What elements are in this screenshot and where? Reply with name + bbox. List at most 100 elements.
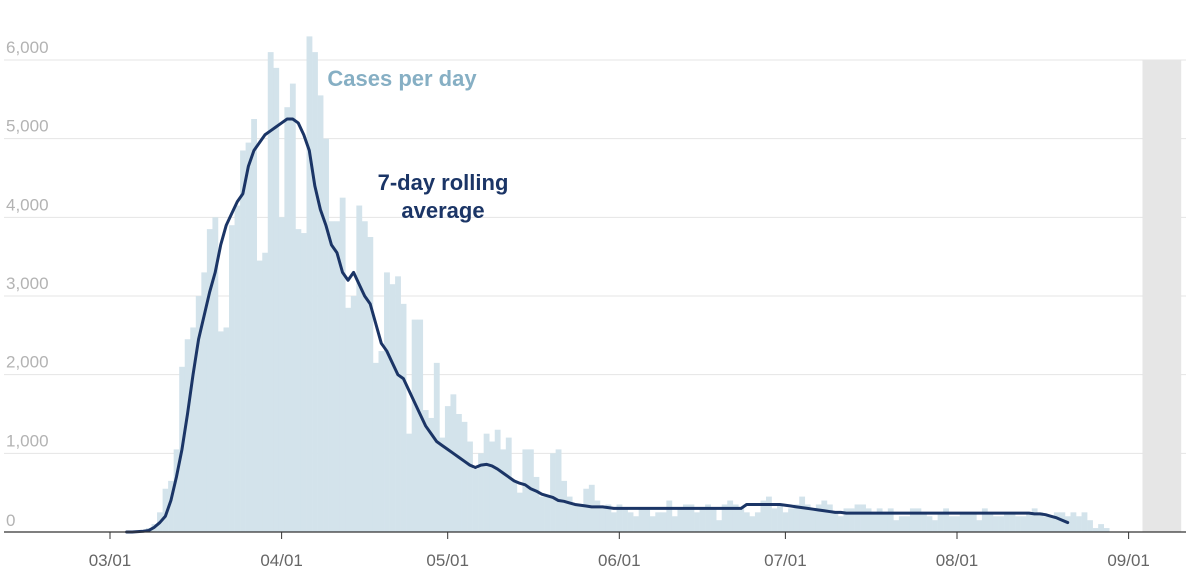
incomplete-data-shading: [1142, 60, 1182, 532]
bar: [511, 480, 518, 532]
bar: [278, 217, 285, 533]
bars-series-label: Cases per day: [327, 66, 477, 91]
bar: [323, 138, 329, 532]
y-tick-label: 5,000: [6, 117, 49, 136]
bar: [201, 272, 208, 532]
bar: [262, 252, 269, 532]
bar: [478, 453, 484, 532]
bar: [677, 508, 684, 532]
bar: [627, 512, 634, 532]
bar: [682, 504, 689, 532]
bar: [926, 516, 933, 532]
bar: [162, 488, 169, 532]
bar: [450, 394, 457, 532]
bar: [1042, 516, 1049, 532]
bar: [777, 504, 783, 532]
bar: [461, 421, 468, 532]
bar: [688, 504, 695, 532]
bar: [743, 512, 750, 532]
bar: [516, 492, 523, 532]
bar: [433, 362, 440, 532]
bar: [633, 516, 639, 532]
bar: [284, 107, 291, 532]
bar: [300, 233, 307, 533]
bar: [251, 119, 258, 532]
bar: [976, 520, 983, 532]
bar: [483, 433, 490, 532]
bar: [223, 327, 230, 532]
bar: [821, 500, 828, 532]
bar: [860, 504, 866, 532]
bar: [644, 508, 651, 532]
bar: [500, 449, 507, 532]
x-tick-labels: 03/01 04/01 05/01 06/01 07/01 08/01 09/01: [89, 551, 1150, 570]
bar: [289, 83, 296, 532]
bar: [638, 508, 645, 532]
bar: [455, 414, 462, 532]
bar: [749, 516, 756, 532]
bar: [1037, 512, 1044, 532]
bar: [1059, 512, 1066, 532]
bar: [395, 276, 401, 532]
bar: [998, 516, 1005, 532]
bar: [422, 410, 429, 532]
bar: [1092, 528, 1099, 532]
bar: [705, 504, 711, 532]
bar: [727, 500, 734, 532]
bar: [245, 142, 252, 532]
bar: [240, 150, 246, 532]
bar: [505, 437, 512, 532]
bar: [1103, 528, 1110, 532]
bar: [970, 512, 977, 532]
bar: [871, 512, 878, 532]
bar: [1070, 512, 1077, 532]
bar: [893, 520, 900, 532]
bar: [882, 512, 889, 532]
bar: [915, 508, 922, 532]
bar: [732, 504, 739, 532]
bar: [981, 508, 988, 532]
rolling-average-line: [125, 117, 1070, 534]
y-tick-label: 4,000: [6, 195, 49, 214]
bar: [273, 67, 280, 532]
bar: [489, 441, 496, 532]
bar: [599, 508, 606, 532]
bar: [716, 520, 723, 532]
bar: [837, 516, 844, 532]
bar: [339, 197, 346, 532]
bar: [788, 508, 794, 532]
bar: [367, 237, 374, 532]
bar: [832, 512, 839, 532]
bar: [550, 453, 556, 532]
bar: [206, 229, 213, 532]
bar: [184, 339, 191, 532]
bar: [533, 476, 540, 532]
x-tick-label: 09/01: [1107, 551, 1150, 570]
bar: [389, 284, 396, 532]
bar: [1064, 516, 1071, 532]
bar: [522, 449, 529, 532]
bar: [904, 516, 911, 532]
bar: [306, 36, 313, 533]
bar: [217, 331, 224, 532]
line-series-label-line2: average: [401, 198, 484, 223]
bar: [361, 221, 368, 532]
bar: [467, 441, 473, 532]
bar: [494, 429, 501, 532]
y-tick-label: 0: [6, 511, 15, 530]
bar: [649, 516, 656, 532]
bar: [1053, 512, 1060, 532]
bar: [660, 512, 667, 532]
bar: [1081, 512, 1088, 532]
bar: [937, 512, 944, 532]
x-tick-label: 07/01: [764, 551, 807, 570]
bar: [965, 512, 972, 532]
bar: [766, 496, 772, 532]
bar: [555, 449, 562, 532]
bar: [710, 508, 717, 532]
axes: [4, 531, 1186, 539]
bar: [212, 217, 219, 533]
y-tick-label: 1,000: [6, 431, 49, 450]
bar: [1015, 516, 1021, 532]
